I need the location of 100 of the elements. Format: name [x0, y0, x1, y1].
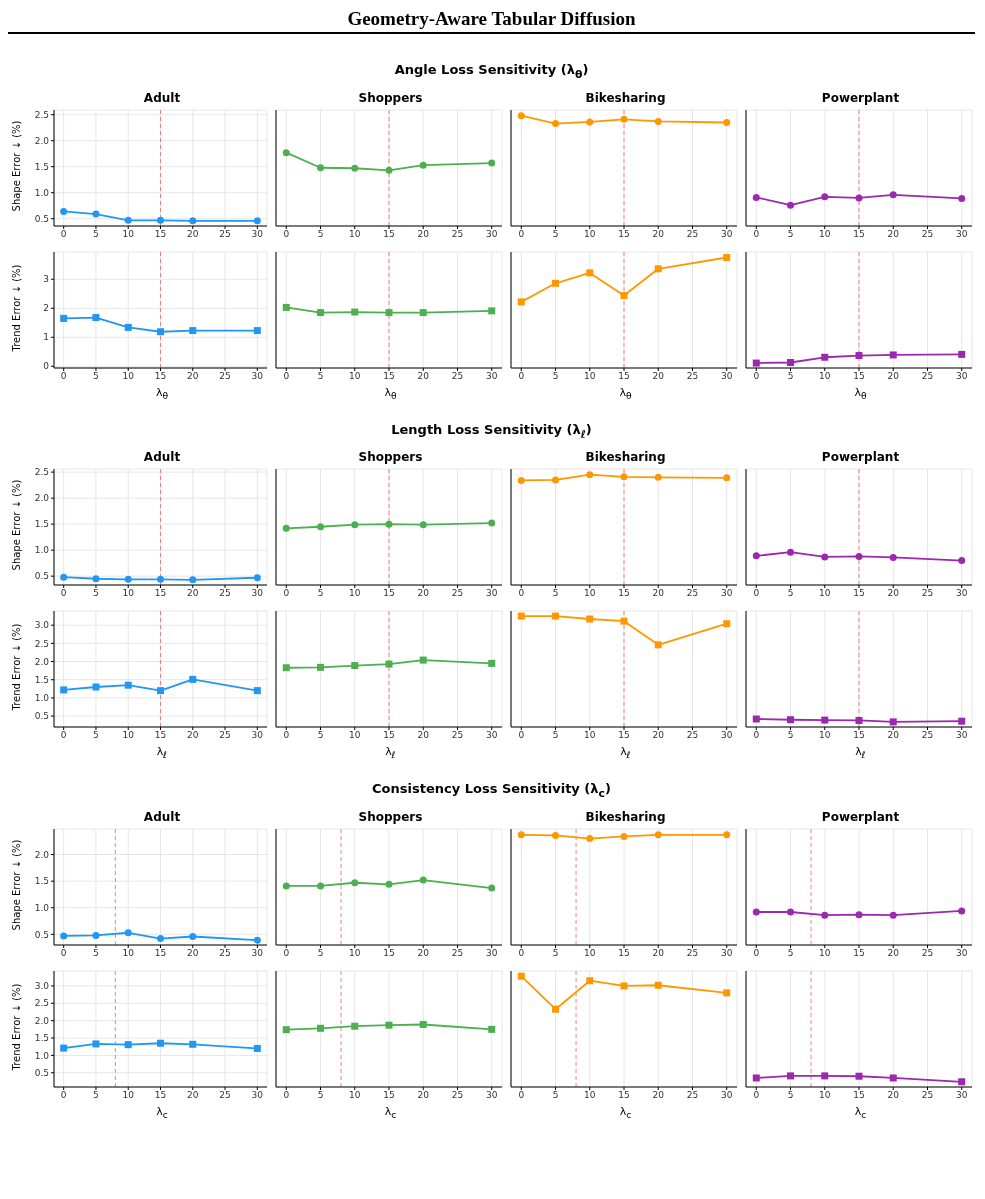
x-tick-label: 10: [122, 370, 135, 381]
x-axis-title: λ$_{c}$: [384, 1104, 397, 1120]
chart-title: Bikesharing: [585, 809, 666, 824]
x-axis-title: λ$_{ℓ}$: [855, 745, 866, 761]
x-tick-label: 0: [518, 370, 525, 381]
x-tick-label: 25: [686, 228, 699, 239]
chart-title: Shoppers: [358, 450, 423, 465]
y-tick-label: 0: [43, 361, 50, 372]
y-axis-title: Trend Error ↓ (%): [10, 623, 22, 711]
x-tick-label: 0: [753, 730, 760, 741]
y-tick-label: 1.0: [34, 693, 50, 704]
x-tick-label: 5: [552, 1090, 559, 1101]
x-tick-label: 0: [283, 1090, 290, 1101]
x-tick-label: 30: [956, 588, 968, 599]
y-tick-label: 1.5: [34, 876, 49, 887]
x-tick-label: 0: [753, 370, 760, 381]
x-tick-label: 0: [60, 948, 67, 959]
x-tick-label: 20: [887, 370, 900, 381]
x-tick-label: 0: [753, 228, 760, 239]
y-tick-label: 1.0: [34, 1050, 50, 1061]
x-tick-label: 30: [721, 370, 733, 381]
y-axis-title: Trend Error ↓ (%): [10, 983, 22, 1071]
x-tick-label: 10: [122, 730, 135, 741]
x-tick-label: 10: [349, 730, 361, 741]
x-tick-label: 25: [219, 370, 231, 381]
x-tick-label: 15: [154, 948, 167, 959]
x-tick-label: 20: [417, 948, 430, 959]
x-tick-label: 20: [652, 730, 665, 741]
x-tick-label: 5: [552, 730, 559, 741]
x-tick-label: 15: [154, 1090, 167, 1101]
x-tick-label: 15: [853, 948, 865, 959]
x-tick-label: 5: [317, 228, 324, 239]
x-tick-label: 30: [251, 730, 264, 741]
x-tick-label: 0: [753, 948, 760, 959]
x-tick-label: 10: [819, 228, 831, 239]
x-tick-label: 10: [122, 588, 135, 599]
x-tick-label: 20: [417, 1090, 430, 1101]
x-tick-label: 10: [819, 588, 831, 599]
x-tick-label: 0: [60, 1090, 67, 1101]
chart-title: Adult: [143, 450, 181, 465]
y-axis-title: Shape Error ↓ (%): [10, 120, 22, 212]
x-axis-title: λ$_{θ}$: [619, 385, 632, 401]
x-tick-label: 25: [219, 1090, 231, 1101]
x-tick-label: 25: [451, 228, 464, 239]
y-tick-label: 1: [43, 332, 49, 343]
y-axis-title: Shape Error ↓ (%): [10, 839, 22, 931]
x-tick-label: 15: [853, 588, 865, 599]
x-tick-label: 0: [60, 228, 67, 239]
x-tick-label: 10: [349, 1090, 361, 1101]
x-tick-label: 0: [518, 228, 525, 239]
x-tick-label: 5: [93, 730, 99, 741]
x-tick-label: 5: [317, 1090, 324, 1101]
text: Geometry-Aware Tabular Diffusion: [347, 8, 636, 29]
y-tick-label: 2.0: [34, 1015, 50, 1026]
x-tick-label: 20: [652, 948, 665, 959]
x-tick-label: 5: [317, 730, 324, 741]
text: Angle Loss Sensitivity (λ$_{θ}$): [394, 62, 589, 81]
x-tick-label: 5: [787, 370, 794, 381]
x-tick-label: 30: [956, 1090, 968, 1101]
chart-title: Powerplant: [821, 450, 900, 465]
x-tick-label: 25: [686, 1090, 699, 1101]
x-tick-label: 10: [349, 228, 361, 239]
x-tick-label: 5: [787, 228, 794, 239]
x-tick-label: 20: [417, 228, 430, 239]
x-tick-label: 0: [753, 1090, 760, 1101]
y-tick-label: 2.0: [34, 135, 50, 146]
chart-title: Bikesharing: [585, 90, 666, 105]
x-tick-label: 10: [584, 948, 596, 959]
x-tick-label: 15: [618, 948, 630, 959]
x-tick-label: 15: [154, 370, 167, 381]
y-axis-title: Shape Error ↓ (%): [10, 479, 22, 571]
y-tick-label: 2.5: [34, 998, 49, 1009]
x-tick-label: 25: [219, 228, 231, 239]
x-tick-label: 0: [60, 588, 67, 599]
x-tick-label: 20: [187, 588, 199, 599]
x-tick-label: 15: [154, 730, 167, 741]
x-tick-label: 30: [251, 588, 264, 599]
x-tick-label: 30: [486, 730, 498, 741]
x-tick-label: 15: [853, 1090, 865, 1101]
x-tick-label: 5: [317, 370, 324, 381]
x-tick-label: 15: [853, 730, 865, 741]
y-tick-label: 1.5: [34, 675, 49, 686]
x-tick-label: 25: [921, 730, 934, 741]
x-tick-label: 5: [93, 228, 99, 239]
x-tick-label: 10: [122, 228, 135, 239]
chart-title: Adult: [143, 809, 181, 824]
y-tick-label: 1.0: [34, 187, 50, 198]
y-tick-label: 2.0: [34, 493, 50, 504]
x-tick-label: 20: [652, 1090, 665, 1101]
y-tick-label: 1.5: [34, 161, 49, 172]
x-tick-label: 25: [686, 730, 699, 741]
x-tick-label: 15: [154, 228, 167, 239]
y-tick-label: 3.0: [34, 620, 50, 631]
x-axis-title: λ$_{c}$: [619, 1104, 632, 1120]
x-tick-label: 25: [686, 948, 699, 959]
x-tick-label: 20: [187, 228, 199, 239]
x-tick-label: 5: [93, 1090, 99, 1101]
x-tick-label: 5: [787, 1090, 794, 1101]
x-tick-label: 20: [417, 370, 430, 381]
x-tick-label: 0: [283, 730, 290, 741]
